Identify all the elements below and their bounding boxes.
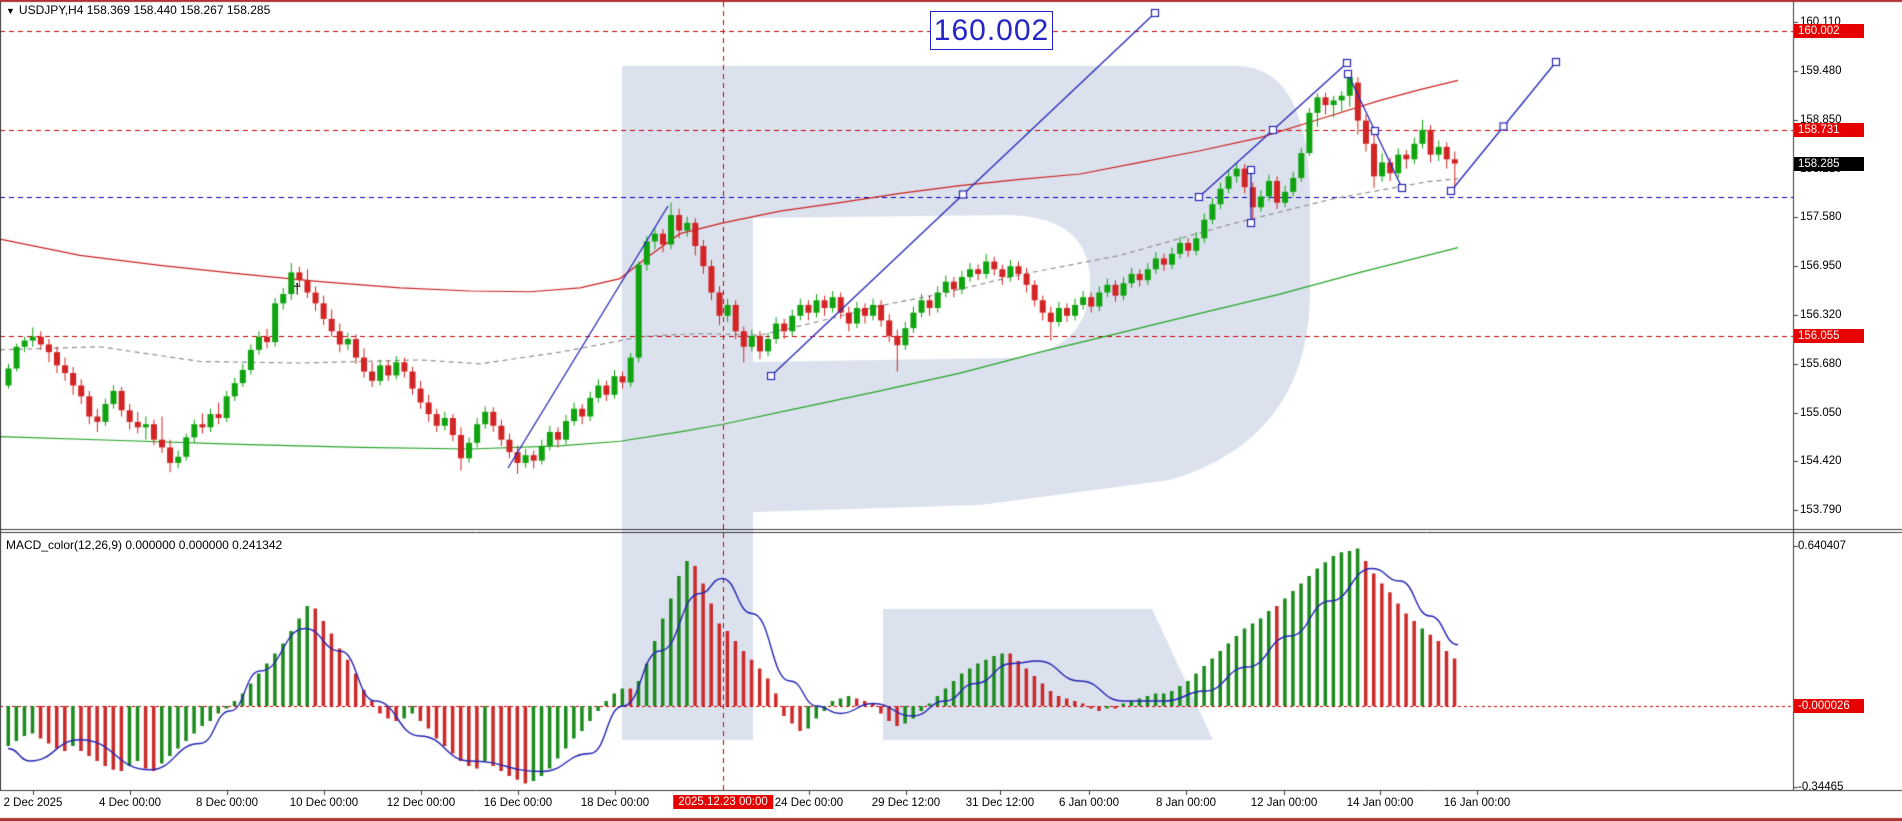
price-target-annotation[interactable]: 160.002	[930, 11, 1053, 50]
time-axis-label: 2 Dec 2025	[3, 797, 63, 809]
time-axis-label: 14 Jan 00:00	[1346, 797, 1414, 809]
price-tag: 160.002	[1794, 24, 1864, 38]
price-tag: 156.055	[1794, 329, 1864, 343]
time-axis-label: 12 Dec 00:00	[386, 797, 456, 809]
chart-marker-icon: ▼	[6, 6, 15, 16]
price-axis-label: 155.680	[1800, 358, 1842, 370]
price-axis-label: 159.480	[1800, 65, 1842, 77]
price-tag: 158.731	[1794, 123, 1864, 137]
macd-axis-label: 0.640407	[1798, 540, 1846, 552]
time-axis-label: 29 Dec 12:00	[871, 797, 941, 809]
time-axis-label: 6 Jan 00:00	[1058, 797, 1120, 809]
symbol-ohlc-line: ▼ USDJPY,H4 158.369 158.440 158.267 158.2…	[6, 3, 270, 17]
price-axis-label: 156.950	[1800, 260, 1842, 272]
time-axis-label: 31 Dec 12:00	[965, 797, 1035, 809]
price-axis-label: 157.580	[1800, 211, 1842, 223]
time-axis-label: 16 Dec 00:00	[483, 797, 553, 809]
time-axis-label: 8 Jan 00:00	[1155, 797, 1217, 809]
time-axis-label: 16 Jan 00:00	[1443, 797, 1511, 809]
symbol-ohlc-text: USDJPY,H4 158.369 158.440 158.267 158.28…	[18, 3, 271, 17]
price-axis-label: 156.320	[1800, 309, 1842, 321]
price-tag: 158.285	[1794, 157, 1864, 171]
macd-level-tag: -0.000026	[1794, 699, 1864, 713]
time-axis-label: 10 Dec 00:00	[289, 797, 359, 809]
time-axis-label: 8 Dec 00:00	[195, 797, 259, 809]
price-axis-label: 155.050	[1800, 407, 1842, 419]
macd-indicator-label: MACD_color(12,26,9) 0.000000 0.000000 0.…	[6, 538, 283, 552]
price-axis-label: 153.790	[1800, 504, 1842, 516]
dagger-annotation: †	[293, 281, 302, 298]
time-axis-label: 24 Dec 00:00	[774, 797, 844, 809]
time-axis-label: 12 Jan 00:00	[1250, 797, 1318, 809]
time-axis-label: 4 Dec 00:00	[98, 797, 162, 809]
time-axis-label: 18 Dec 00:00	[580, 797, 650, 809]
macd-axis-label: -0.34465	[1798, 781, 1844, 793]
price-axis-label: 154.420	[1800, 455, 1842, 467]
selected-date-tag: 2025.12.23 00:00	[673, 795, 773, 809]
